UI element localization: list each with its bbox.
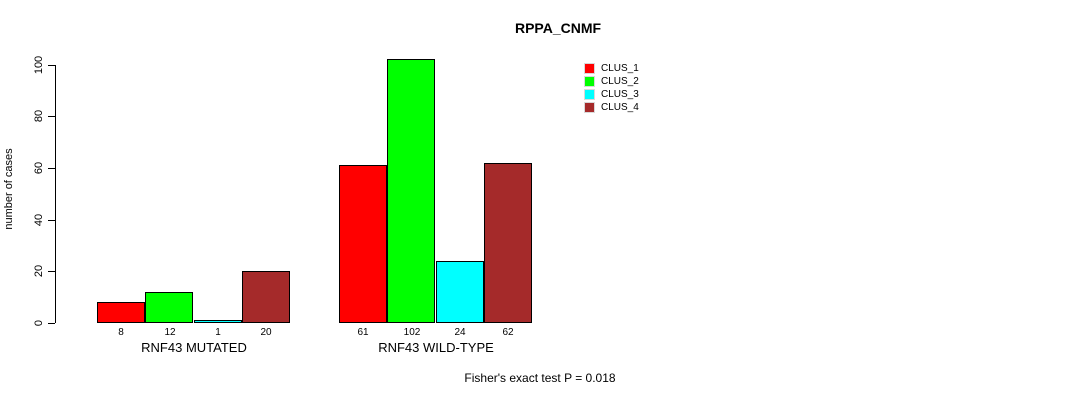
bar-clus-3-rnf43-mutated (194, 320, 242, 323)
legend-row-clus-3: CLUS_3 (584, 88, 639, 101)
group-label-rnf43-mutated: RNF43 MUTATED (141, 340, 247, 355)
bar-value-clus-2-rnf43-wild-type: 102 (403, 327, 421, 338)
y-axis-tick-label: 60 (33, 161, 45, 175)
bar-clus-4-rnf43-mutated (242, 271, 290, 323)
legend-label-clus-1: CLUS_1 (601, 63, 639, 74)
y-axis-tick (48, 65, 55, 66)
legend-label-clus-3: CLUS_3 (601, 89, 639, 100)
legend-row-clus-2: CLUS_2 (584, 75, 639, 88)
chart-title: RPPA_CNMF (514, 20, 602, 36)
y-axis-tick (48, 323, 55, 324)
legend-label-clus-4: CLUS_4 (601, 102, 639, 113)
bar-value-clus-4-rnf43-wild-type: 62 (502, 327, 514, 338)
legend-swatch-clus-1 (584, 63, 595, 74)
bar-value-clus-2-rnf43-mutated: 12 (164, 327, 176, 338)
y-axis-tick (48, 116, 55, 117)
bar-value-clus-3-rnf43-mutated: 1 (215, 327, 221, 338)
y-axis-tick (48, 220, 55, 221)
y-axis-line (55, 64, 56, 323)
legend-swatch-clus-3 (584, 89, 595, 100)
y-axis-tick-label: 20 (33, 264, 45, 278)
y-axis-label: number of cases (3, 148, 15, 230)
y-axis-tick-label: 0 (33, 319, 45, 327)
bar-clus-1-rnf43-mutated (97, 302, 145, 323)
legend-row-clus-1: CLUS_1 (584, 62, 639, 75)
y-axis-tick-label: 100 (33, 55, 45, 75)
bar-value-clus-4-rnf43-mutated: 20 (260, 327, 272, 338)
legend-row-clus-4: CLUS_4 (584, 101, 639, 114)
bar-clus-3-rnf43-wild-type (436, 261, 484, 323)
legend-swatch-clus-2 (584, 76, 595, 87)
group-label-rnf43-wild-type: RNF43 WILD-TYPE (378, 340, 494, 355)
bar-value-clus-1-rnf43-mutated: 8 (118, 327, 124, 338)
fisher-test-annotation: Fisher's exact test P = 0.018 (464, 371, 616, 385)
bar-clus-1-rnf43-wild-type (339, 165, 387, 323)
bar-clus-2-rnf43-wild-type (387, 59, 435, 323)
bar-value-clus-1-rnf43-wild-type: 61 (357, 327, 369, 338)
y-axis-tick (48, 168, 55, 169)
y-axis-tick-label: 80 (33, 109, 45, 123)
legend-swatch-clus-4 (584, 102, 595, 113)
y-axis-tick-label: 40 (33, 213, 45, 227)
y-axis-tick (48, 271, 55, 272)
bar-value-clus-3-rnf43-wild-type: 24 (454, 327, 466, 338)
legend-label-clus-2: CLUS_2 (601, 76, 639, 87)
legend: CLUS_1 CLUS_2 CLUS_3 CLUS_4 (584, 62, 639, 114)
bar-clus-2-rnf43-mutated (145, 292, 193, 323)
bar-clus-4-rnf43-wild-type (484, 163, 532, 323)
